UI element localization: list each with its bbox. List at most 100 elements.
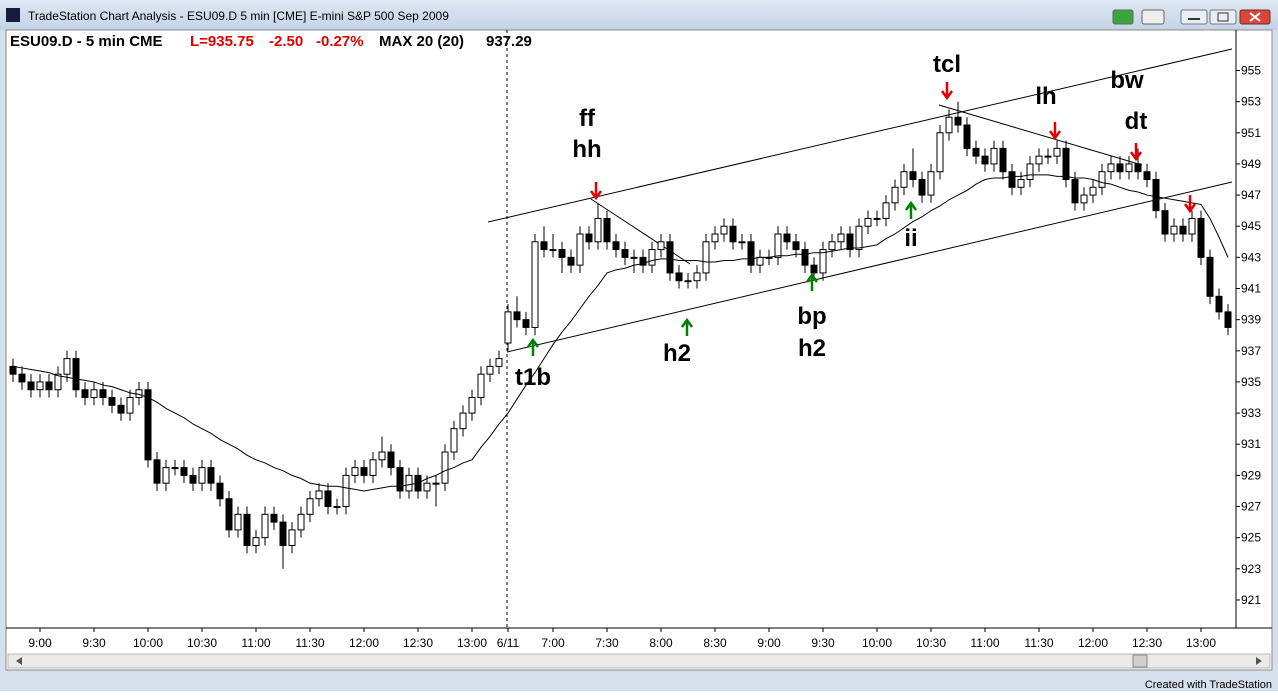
candle-body (576, 233, 584, 266)
candle-body (1053, 147, 1061, 157)
y-tick-label: 933 (1241, 406, 1261, 420)
annotations: ff hh tcl lh bw dt t1b h2 bp h2 ii (515, 51, 1147, 391)
sell-arrow (1048, 122, 1062, 141)
candle-body (1035, 155, 1043, 165)
y-tick-label: 949 (1241, 157, 1261, 171)
buy-arrow (526, 337, 540, 356)
lower-channel-line (506, 181, 1233, 353)
candle-body (639, 256, 647, 266)
candle-body (54, 373, 62, 391)
candle-body (342, 474, 350, 508)
candle-body (684, 280, 692, 283)
indicator-name: MAX 20 (20) (379, 33, 464, 50)
candle-body (396, 467, 404, 492)
candle-body (63, 358, 71, 375)
y-tick-label: 953 (1241, 95, 1261, 109)
candle-body (315, 490, 323, 500)
candle-body (900, 171, 908, 188)
x-tick-label: 7:30 (595, 636, 619, 650)
x-tick-label: 11:00 (970, 636, 999, 650)
x-tick-label: 10:30 (916, 636, 946, 650)
candle-body (360, 467, 368, 476)
candle-body (72, 358, 80, 391)
candle-body (207, 467, 215, 484)
x-tick-label: 7:00 (541, 636, 565, 650)
candle-body (405, 474, 413, 492)
candle-body (441, 451, 449, 484)
candle-body (81, 389, 89, 399)
y-tick-label: 923 (1241, 562, 1261, 576)
scrollbar[interactable] (7, 653, 1271, 669)
candle-body (531, 241, 539, 328)
candle-body (837, 233, 845, 243)
x-tick-label: 12:30 (1132, 636, 1162, 650)
candle-body (477, 373, 485, 399)
candle-body (756, 256, 764, 266)
y-tick-label: 947 (1241, 188, 1261, 202)
status-button[interactable] (1112, 9, 1134, 25)
candle-body (621, 249, 629, 258)
chart-area (5, 29, 1273, 671)
candle-body (585, 233, 593, 243)
x-tick-label: 12:00 (349, 636, 379, 650)
candle-body (612, 241, 620, 251)
candle-body (279, 521, 287, 546)
x-tick-label: 10:30 (187, 636, 217, 650)
candle-body (630, 256, 638, 259)
candle-body (288, 529, 296, 546)
menu-button[interactable] (1141, 9, 1165, 25)
minimize-button[interactable] (1180, 9, 1208, 25)
candle-body (918, 179, 926, 196)
candle-body (927, 171, 935, 196)
candle-body (1062, 147, 1070, 181)
candle-body (783, 233, 791, 243)
maximize-icon (1217, 12, 1229, 22)
candle-body (1008, 171, 1016, 188)
candle-body (18, 373, 26, 383)
annotation: t1b (515, 364, 551, 391)
y-tick-label: 929 (1241, 468, 1261, 482)
y-tick-label: 925 (1241, 531, 1261, 545)
candle-body (882, 202, 890, 219)
window-title: TradeStation Chart Analysis - ESU09.D 5 … (28, 9, 449, 23)
candle-body (567, 256, 575, 266)
price-marks (9, 101, 1232, 569)
candle-body (1152, 179, 1160, 212)
candle-body (261, 513, 269, 539)
x-tick-label: 12:30 (403, 636, 433, 650)
candle-body (234, 513, 242, 531)
candle-body (243, 513, 251, 546)
x-tick-label: 6/11 (497, 636, 520, 650)
candle-body (1188, 217, 1196, 235)
x-tick-label: 11:30 (1024, 636, 1053, 650)
candle-body (1044, 155, 1052, 158)
annotation: ff (579, 105, 596, 132)
annotation: bp (797, 303, 826, 330)
candle-body (468, 397, 476, 414)
candle-body (792, 241, 800, 251)
candle-body (945, 116, 953, 134)
candle-body (774, 233, 782, 258)
candle-body (171, 467, 179, 470)
candle-body (1197, 217, 1205, 258)
candle-body (108, 397, 116, 406)
lower-high-line (938, 104, 1143, 166)
candle-body (423, 482, 431, 492)
annotation: ii (904, 225, 917, 252)
candle-body (747, 241, 755, 266)
candle-body (1206, 256, 1214, 297)
x-tick-label: 10:00 (862, 636, 892, 650)
candle-body (1170, 225, 1178, 235)
sell-arrow (940, 82, 954, 101)
candle-body (540, 241, 548, 251)
signal-arrows (526, 82, 1197, 356)
scroll-thumb[interactable] (1132, 654, 1148, 668)
x-tick-label: 13:00 (457, 636, 487, 650)
candle-body (324, 490, 332, 508)
candle-body (711, 233, 719, 243)
candle-body (729, 225, 737, 243)
candle-body (1107, 163, 1115, 173)
candle-body (702, 241, 710, 274)
maximize-button[interactable] (1209, 9, 1237, 25)
